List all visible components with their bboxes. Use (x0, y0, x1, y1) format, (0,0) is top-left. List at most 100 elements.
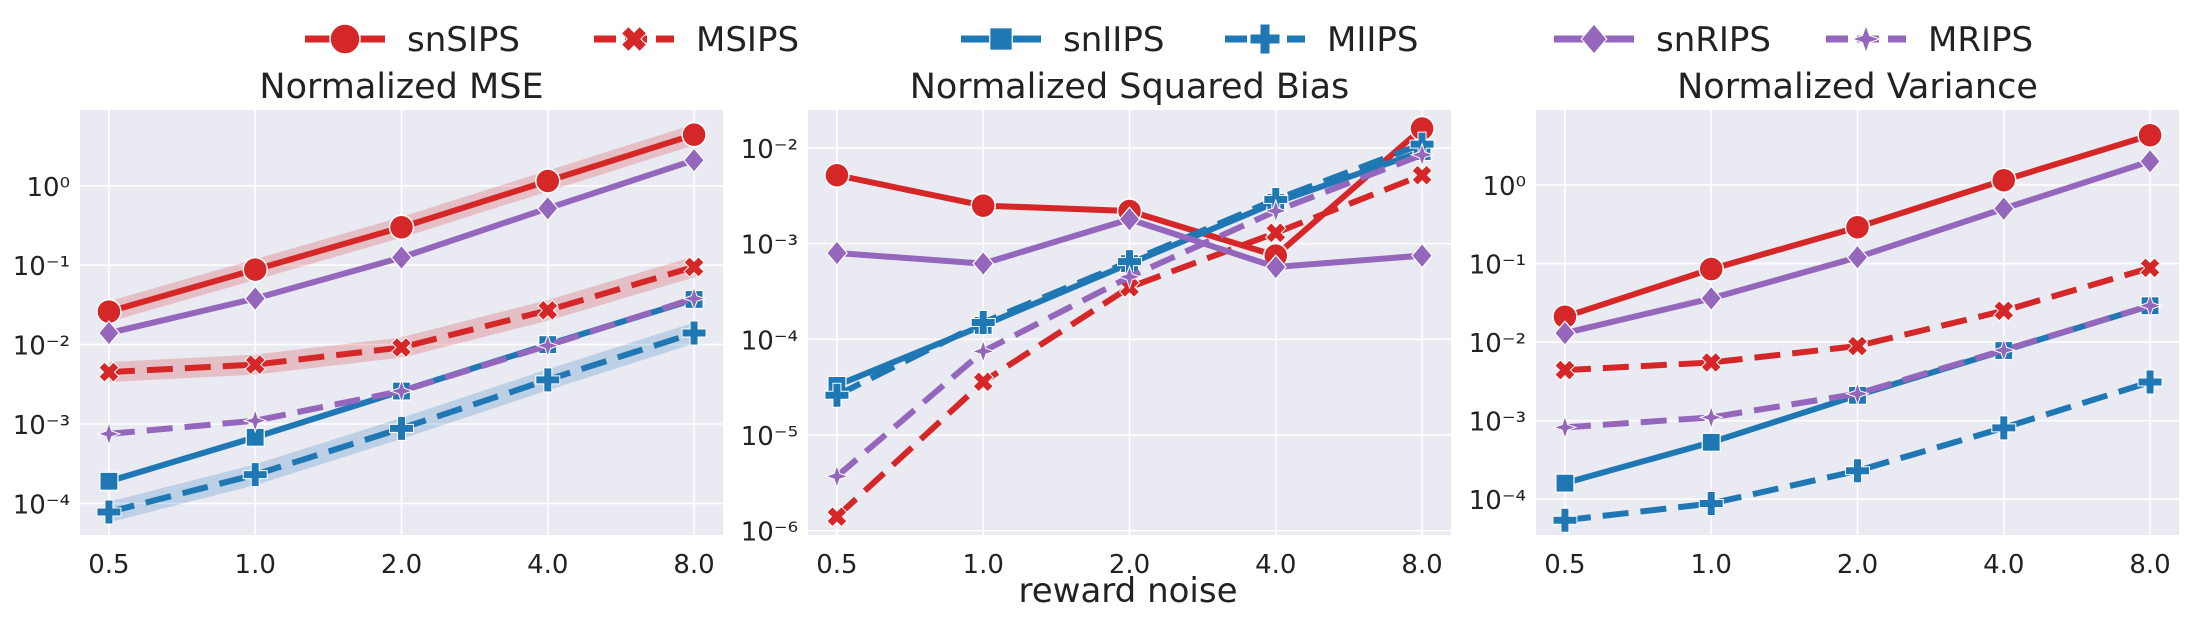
data-point (96, 499, 122, 525)
data-point (824, 382, 850, 408)
data-point (2137, 369, 2163, 395)
y-tick-label: 10⁰ (26, 173, 70, 203)
series-snsips (96, 121, 707, 325)
x-tick-label: 4.0 (1255, 550, 1296, 580)
chart-panel-3: 10⁻⁴ 10⁻³ 10⁻² 10⁻¹ 10⁰ 0.5 1.0 2.0 4.0 8.0 Normal… (1469, 67, 2179, 580)
data-point (96, 421, 122, 447)
data-point (536, 195, 559, 222)
data-point (1991, 337, 2017, 363)
x-tick-label: 1.0 (235, 550, 276, 580)
data-point (1555, 473, 1575, 493)
legend-label: MIIPS (1327, 20, 1418, 60)
data-point (1700, 285, 1723, 312)
data-point (825, 240, 848, 266)
data-point (681, 121, 707, 148)
data-point (1118, 206, 1141, 233)
x-axis-label: reward noise (1019, 571, 1238, 611)
data-point (390, 336, 413, 359)
series-line (834, 172, 1424, 519)
x-tick-label: 2.0 (381, 550, 422, 580)
legend-item-msips: MSIPS (594, 20, 799, 60)
chart-title: Normalized Squared Bias (910, 67, 1350, 107)
y-tick-label: 10⁻⁵ (741, 422, 798, 452)
y-tick-label: 10⁻² (13, 332, 70, 362)
data-point (99, 471, 119, 491)
y-tick-label: 10⁻³ (1469, 408, 1526, 438)
x-tick-label: 8.0 (2129, 550, 2170, 580)
data-point (972, 250, 995, 277)
series-line (108, 295, 696, 437)
data-point (244, 285, 267, 312)
x-tick-label: 0.5 (816, 550, 857, 580)
y-tick-label: 10⁰ (1482, 172, 1526, 202)
legend-label: MRIPS (1928, 20, 2033, 60)
data-point (1845, 458, 1870, 484)
data-point (1411, 164, 1433, 186)
data-point (1698, 491, 1724, 517)
series-msips (826, 164, 1433, 528)
x-tick-label: 0.5 (1544, 550, 1585, 580)
data-point (1844, 214, 1871, 240)
data-point (242, 256, 268, 283)
legend-item-sniips: snIIPS (961, 20, 1164, 60)
data-point (681, 320, 707, 346)
y-tick-label: 10⁻⁶ (741, 518, 798, 548)
y-tick-label: 10⁻³ (13, 411, 70, 441)
data-point (242, 462, 268, 488)
series-miips (1552, 369, 2163, 533)
legend-marker-x (620, 25, 648, 53)
data-point (1264, 254, 1287, 280)
data-point (1552, 414, 1578, 440)
legend-item-snsips: snSIPS (305, 20, 520, 60)
data-point (1992, 195, 2015, 222)
x-tick-label: 8.0 (673, 550, 714, 580)
series-msips (98, 256, 705, 383)
data-point (826, 505, 848, 528)
data-point (1700, 351, 1722, 374)
legend: snSIPS MSIPS snIIPS MIIPS snRIPS MRIPS (305, 20, 2033, 60)
data-point (535, 333, 561, 359)
data-point (2137, 293, 2163, 319)
legend-label: snRIPS (1656, 20, 1771, 60)
x-tick-label: 2.0 (1109, 550, 1150, 580)
data-point (1409, 142, 1435, 168)
legend-item-miips: MIIPS (1225, 20, 1418, 60)
x-tick-label: 4.0 (1983, 550, 2024, 580)
data-point (970, 338, 996, 364)
data-point (1846, 335, 1869, 357)
x-tick-label: 8.0 (1401, 550, 1442, 580)
x-tick-label: 1.0 (963, 550, 1004, 580)
data-point (824, 162, 850, 188)
series-line (1564, 265, 2151, 374)
data-point (97, 320, 120, 346)
data-point (972, 371, 994, 393)
y-tick-label: 10⁻⁴ (13, 490, 70, 520)
data-point (970, 310, 996, 335)
series-snrips (825, 206, 1434, 280)
x-tick-label: 1.0 (1691, 550, 1732, 580)
legend-marker-plus (1249, 23, 1281, 55)
legend-item-mrips: MRIPS (1826, 20, 2033, 60)
data-point (1552, 507, 1578, 533)
data-point (681, 285, 707, 312)
series-msips (1554, 257, 2161, 381)
chart-panel-2: 10⁻⁶ 10⁻⁵ 10⁻⁴ 10⁻³ 10⁻² 0.5 1.0 2.0 4.0 8.0 Norma… (741, 67, 1451, 580)
data-point (1116, 264, 1143, 290)
data-point (389, 415, 414, 441)
data-point (535, 168, 561, 194)
data-point (2139, 257, 2161, 279)
series-line (1564, 302, 2151, 431)
legend-marker-diamond (1580, 23, 1608, 55)
data-point (388, 378, 415, 404)
data-point (244, 353, 266, 376)
data-point (1265, 222, 1287, 244)
data-point (683, 147, 706, 174)
series-mrips (1552, 293, 2163, 440)
chart-panels: 10⁻⁴ 10⁻³ 10⁻² 10⁻¹ 10⁰ 0.5 1.0 2.0 4.0 8.0 Normal… (13, 67, 2179, 580)
data-point (1993, 300, 2015, 322)
data-point (2137, 122, 2163, 148)
legend-marker-square (989, 27, 1013, 51)
data-point (242, 408, 268, 434)
data-point (1411, 242, 1434, 269)
data-point (537, 299, 559, 322)
